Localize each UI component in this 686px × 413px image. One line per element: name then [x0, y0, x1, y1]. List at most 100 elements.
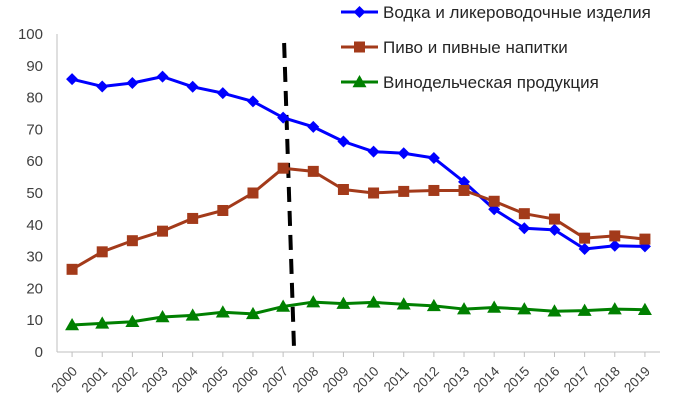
legend-marker	[352, 75, 367, 88]
y-tick-label: 50	[26, 185, 43, 202]
x-tick-label: 2016	[531, 364, 563, 396]
series-1	[66, 70, 651, 255]
data-point	[398, 185, 410, 197]
y-tick-label: 80	[26, 90, 43, 107]
data-point	[547, 304, 562, 317]
data-point	[307, 165, 319, 177]
legend-entry: Водка и ликероводочные изделия	[341, 3, 651, 22]
data-point	[125, 314, 140, 328]
data-point	[277, 162, 289, 174]
data-point	[488, 195, 500, 207]
series-2	[66, 162, 651, 275]
y-tick-label: 30	[26, 249, 43, 266]
y-tick-label: 10	[26, 312, 43, 329]
y-tick-label: 70	[26, 121, 43, 138]
data-point	[578, 242, 591, 255]
x-tick-label: 2011	[381, 364, 412, 395]
y-tick-label: 60	[26, 153, 43, 170]
data-point	[65, 317, 80, 331]
data-point	[95, 316, 110, 329]
x-tick-label: 2014	[470, 363, 502, 395]
x-tick-label: 2010	[350, 364, 382, 396]
vertical-dashed-line	[282, 42, 297, 353]
vertical-marker-layer	[282, 42, 297, 353]
y-tick-label: 20	[26, 280, 43, 297]
data-point	[579, 232, 591, 244]
y-tick-label: 40	[26, 217, 43, 234]
data-point	[397, 147, 410, 160]
legend: Водка и ликероводочные изделия Пиво и пив…	[341, 3, 651, 92]
data-point	[66, 73, 79, 86]
data-point	[246, 95, 259, 108]
x-tick-label: 2017	[561, 364, 593, 396]
y-tick-label: 90	[26, 58, 43, 75]
data-point	[458, 184, 470, 196]
data-point	[337, 184, 349, 196]
data-point	[427, 152, 440, 165]
data-point	[518, 208, 530, 220]
data-point	[609, 230, 621, 242]
data-point	[217, 204, 229, 216]
data-point	[637, 302, 652, 315]
x-tick-label: 2005	[199, 364, 231, 396]
data-point	[276, 299, 291, 312]
data-point	[96, 246, 108, 258]
x-tick-label: 2015	[501, 364, 533, 396]
legend-marker	[354, 41, 365, 53]
data-point	[487, 300, 502, 313]
data-point	[426, 298, 441, 312]
data-point	[639, 233, 651, 245]
data-point	[245, 306, 260, 320]
data-point	[306, 295, 321, 308]
x-tick-label: 2000	[48, 364, 80, 396]
data-point	[66, 263, 78, 275]
legend-label: Пиво и пивные напитки	[383, 38, 568, 57]
x-tick-label: 2006	[229, 364, 261, 396]
legend-marker	[353, 6, 366, 18]
data-point	[96, 80, 109, 93]
legend-entry: Пиво и пивные напитки	[341, 38, 568, 57]
y-tick-label: 0	[35, 344, 43, 361]
data-point	[337, 135, 350, 148]
data-point	[126, 76, 139, 89]
data-point	[247, 187, 259, 199]
data-point	[336, 296, 351, 309]
x-tick-label: 2013	[440, 364, 472, 396]
series-line	[71, 300, 645, 327]
data-point	[155, 310, 170, 323]
data-point	[608, 239, 621, 252]
data-point	[548, 213, 560, 225]
y-tick-label: 100	[18, 26, 43, 43]
x-tick-label: 2018	[591, 364, 623, 396]
x-tick-label: 2004	[169, 363, 201, 395]
series-layer	[65, 70, 652, 331]
legend-entry: Винодельческая продукция	[341, 73, 599, 92]
data-point	[157, 225, 169, 237]
data-point	[215, 305, 230, 318]
series-3	[65, 295, 652, 331]
data-point	[517, 302, 532, 315]
x-tick-label: 2003	[139, 364, 171, 396]
data-point	[216, 87, 229, 100]
data-point	[607, 302, 622, 315]
data-point	[396, 297, 411, 310]
data-point	[156, 70, 169, 83]
data-point	[307, 120, 320, 133]
data-point	[457, 302, 472, 315]
data-point	[366, 295, 381, 308]
data-point	[277, 111, 290, 124]
data-point	[126, 235, 138, 247]
data-point	[185, 308, 200, 321]
data-point	[548, 223, 561, 236]
x-tick-label: 2001	[78, 364, 110, 396]
data-point	[577, 303, 592, 316]
data-point	[458, 175, 471, 188]
data-point	[187, 212, 199, 224]
data-point	[518, 222, 531, 235]
legend-label: Винодельческая продукция	[383, 73, 599, 92]
x-tick-label: 2012	[410, 364, 442, 396]
x-tick-label: 2008	[290, 364, 322, 396]
data-point	[368, 187, 380, 199]
